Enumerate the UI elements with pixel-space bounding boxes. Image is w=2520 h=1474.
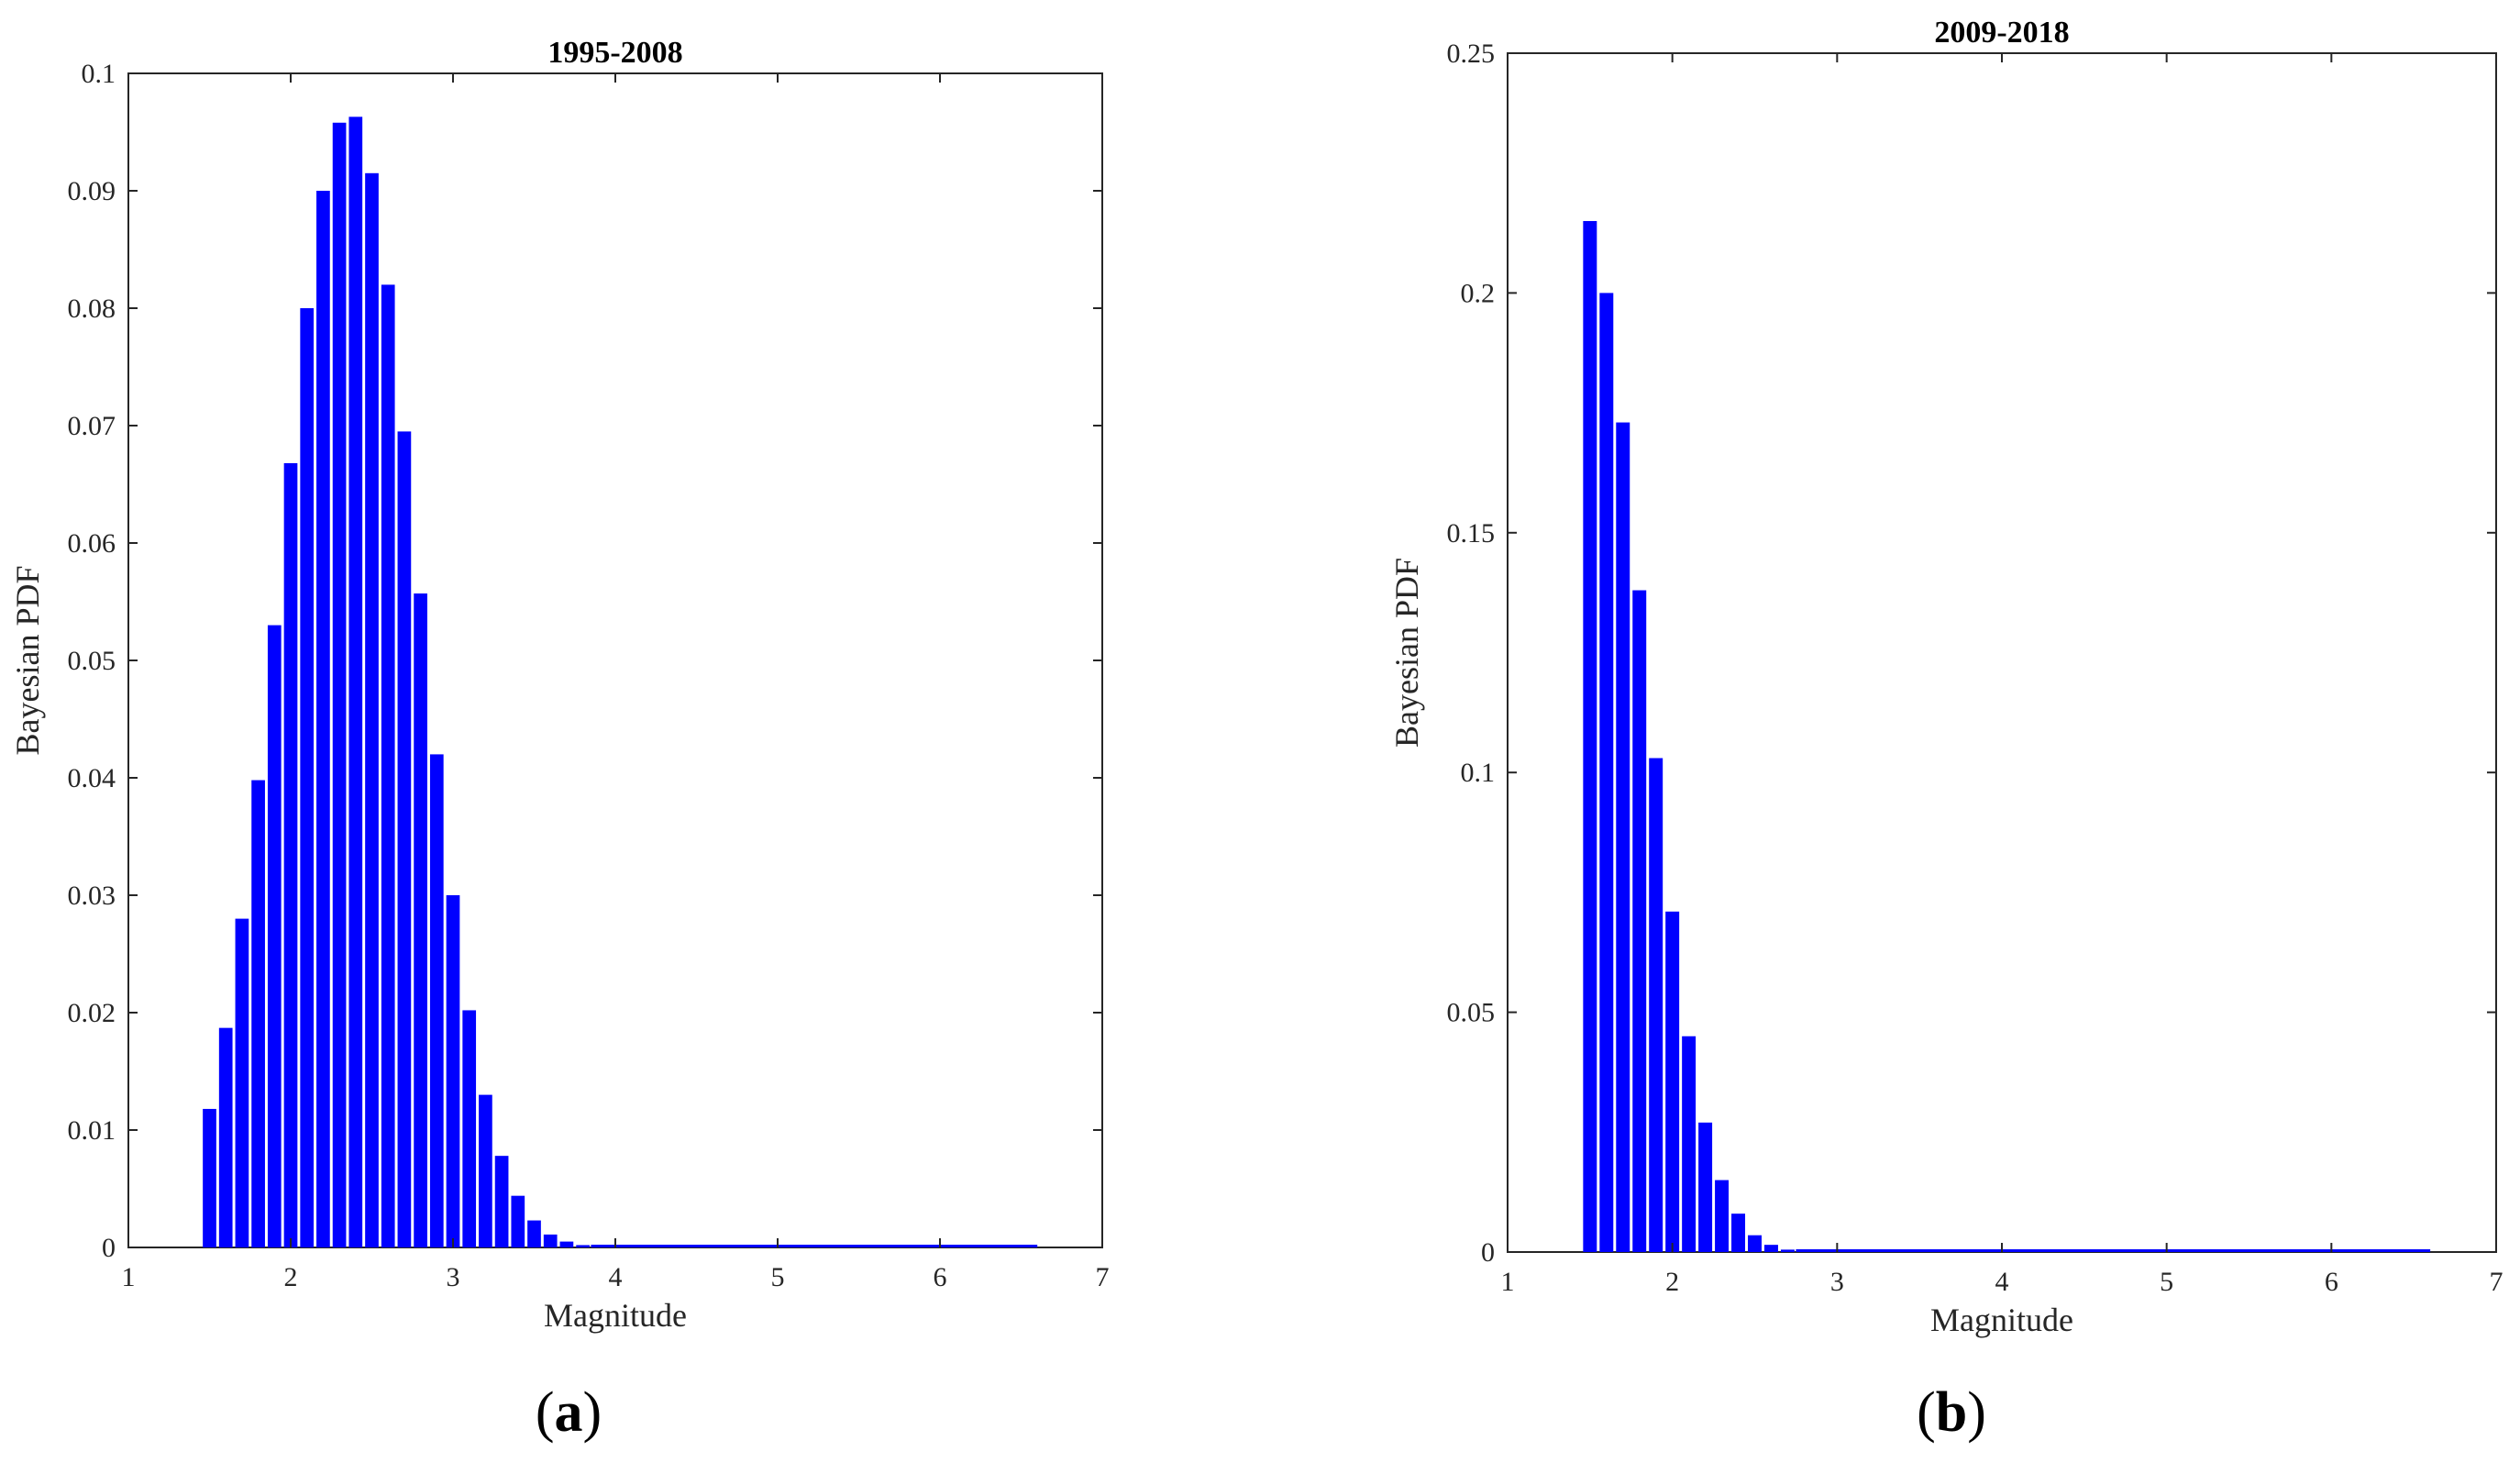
bar — [576, 1245, 590, 1247]
bar — [1780, 1249, 1795, 1252]
bar — [1649, 758, 1663, 1252]
bar — [1731, 1214, 1746, 1252]
x-tick-label: 1 — [122, 1262, 136, 1292]
x-tick-label: 7 — [1096, 1262, 1110, 1292]
y-tick-label: 0.04 — [68, 763, 116, 793]
panel-label-a: (a) — [536, 1381, 602, 1444]
y-tick-label: 0.02 — [68, 998, 116, 1028]
bar — [1583, 220, 1597, 1253]
bar — [1599, 293, 1614, 1252]
bar — [1698, 1122, 1713, 1252]
bar — [479, 1094, 492, 1247]
x-tick-label: 2 — [1665, 1267, 1679, 1297]
y-axis-label: Bayesian PDF — [1388, 558, 1425, 748]
y-tick-label: 0.15 — [1447, 518, 1496, 549]
panel-label-b: (b) — [1917, 1381, 1986, 1444]
x-tick-label: 3 — [1830, 1267, 1844, 1297]
y-axis-label: Bayesian PDF — [9, 566, 46, 756]
bar — [1748, 1235, 1762, 1252]
x-tick-label: 1 — [1501, 1267, 1515, 1297]
x-axis-label: Magnitude — [1930, 1302, 2073, 1338]
bar — [348, 116, 363, 1248]
bar — [218, 1027, 233, 1247]
bar — [365, 172, 379, 1247]
chart-1995-2008: 1 2 3 4 5 6 7 0 0.01 0.02 0.03 0.04 0.05 0.06 0.07 0.08… — [9, 36, 1110, 1334]
bar — [543, 1234, 558, 1247]
bar — [1682, 1036, 1697, 1252]
x-axis-label: Magnitude — [544, 1297, 687, 1334]
x-tick-label: 4 — [1995, 1267, 2009, 1297]
bar — [203, 1108, 216, 1247]
y-tick-label: 0.05 — [1447, 998, 1496, 1028]
y-tick-label: 0.25 — [1447, 39, 1496, 69]
x-tick-label: 4 — [609, 1262, 623, 1292]
bar — [381, 284, 395, 1247]
y-tick-label: 0.06 — [68, 528, 116, 559]
bar — [527, 1220, 541, 1247]
y-tick-label: 0 — [1481, 1237, 1495, 1268]
y-tick-label: 0 — [102, 1233, 116, 1263]
bar — [1715, 1180, 1730, 1252]
chart-2009-2018: 1 2 3 4 5 6 7 0 0.05 0.1 0.15 0.2 0.25 2009-2018 Magni… — [1388, 16, 2503, 1338]
x-tick-label: 3 — [447, 1262, 460, 1292]
bar — [332, 122, 347, 1247]
bar — [1763, 1245, 1778, 1252]
bar — [559, 1241, 574, 1247]
chart-title: 1995-2008 — [547, 36, 682, 70]
y-tick-label: 0.2 — [1461, 278, 1496, 308]
y-tick-label: 0.08 — [68, 294, 116, 324]
y-tick-label: 0.01 — [68, 1115, 116, 1146]
bar — [494, 1156, 509, 1247]
x-tick-label: 2 — [284, 1262, 298, 1292]
bar — [397, 431, 412, 1247]
bar — [414, 593, 427, 1247]
x-tick-label: 7 — [2490, 1267, 2503, 1297]
bar — [251, 780, 265, 1247]
bar — [316, 191, 330, 1247]
x-tick-label: 6 — [934, 1262, 947, 1292]
chart-title: 2009-2018 — [1934, 16, 2069, 50]
bar — [300, 308, 315, 1247]
bar — [1665, 911, 1680, 1252]
bar — [462, 1010, 477, 1247]
bar — [429, 754, 444, 1247]
bar — [511, 1195, 525, 1247]
x-tick-label: 6 — [2325, 1267, 2338, 1297]
y-tick-label: 0.1 — [82, 59, 116, 89]
y-tick-label: 0.1 — [1461, 758, 1496, 788]
bar — [1616, 422, 1630, 1252]
bar — [446, 895, 460, 1247]
bar — [267, 625, 282, 1247]
y-tick-label: 0.03 — [68, 881, 116, 911]
bar — [1632, 590, 1647, 1252]
x-tick-label: 5 — [771, 1262, 785, 1292]
bar — [235, 918, 249, 1247]
x-tick-label: 5 — [2160, 1267, 2173, 1297]
bar — [283, 462, 298, 1248]
y-tick-label: 0.07 — [68, 411, 116, 441]
y-tick-label: 0.05 — [68, 646, 116, 676]
y-tick-label: 0.09 — [68, 176, 116, 206]
